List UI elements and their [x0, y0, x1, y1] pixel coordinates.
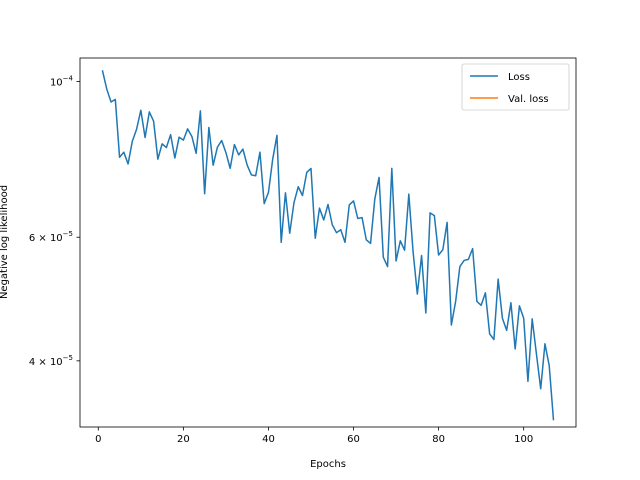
- series-line-loss: [101, 70, 555, 421]
- series-layer: [101, 70, 555, 421]
- y-tick-label: 4 × 10−5: [29, 354, 73, 368]
- x-tick-label: 100: [514, 434, 533, 445]
- y-axis-label: Negative log likelihood: [0, 185, 10, 299]
- x-tick-label: 20: [177, 434, 190, 445]
- axes-layer: [79, 57, 577, 428]
- legend: Loss Val. loss: [461, 63, 570, 111]
- ticks-layer: 0 20 40 60 80 100 4 × 10−5 6 × 10−5 10−4: [29, 74, 533, 445]
- legend-label: Loss: [508, 72, 530, 83]
- legend-label: Val. loss: [508, 94, 549, 105]
- x-tick-label: 0: [95, 434, 101, 445]
- y-tick-label: 10−4: [50, 74, 74, 88]
- x-tick-label: 40: [262, 434, 275, 445]
- y-tick-label: 6 × 10−5: [29, 230, 73, 244]
- x-axis-label: Epochs: [310, 459, 346, 470]
- x-tick-label: 80: [432, 434, 445, 445]
- x-tick-label: 60: [347, 434, 360, 445]
- plot-frame: [79, 57, 577, 428]
